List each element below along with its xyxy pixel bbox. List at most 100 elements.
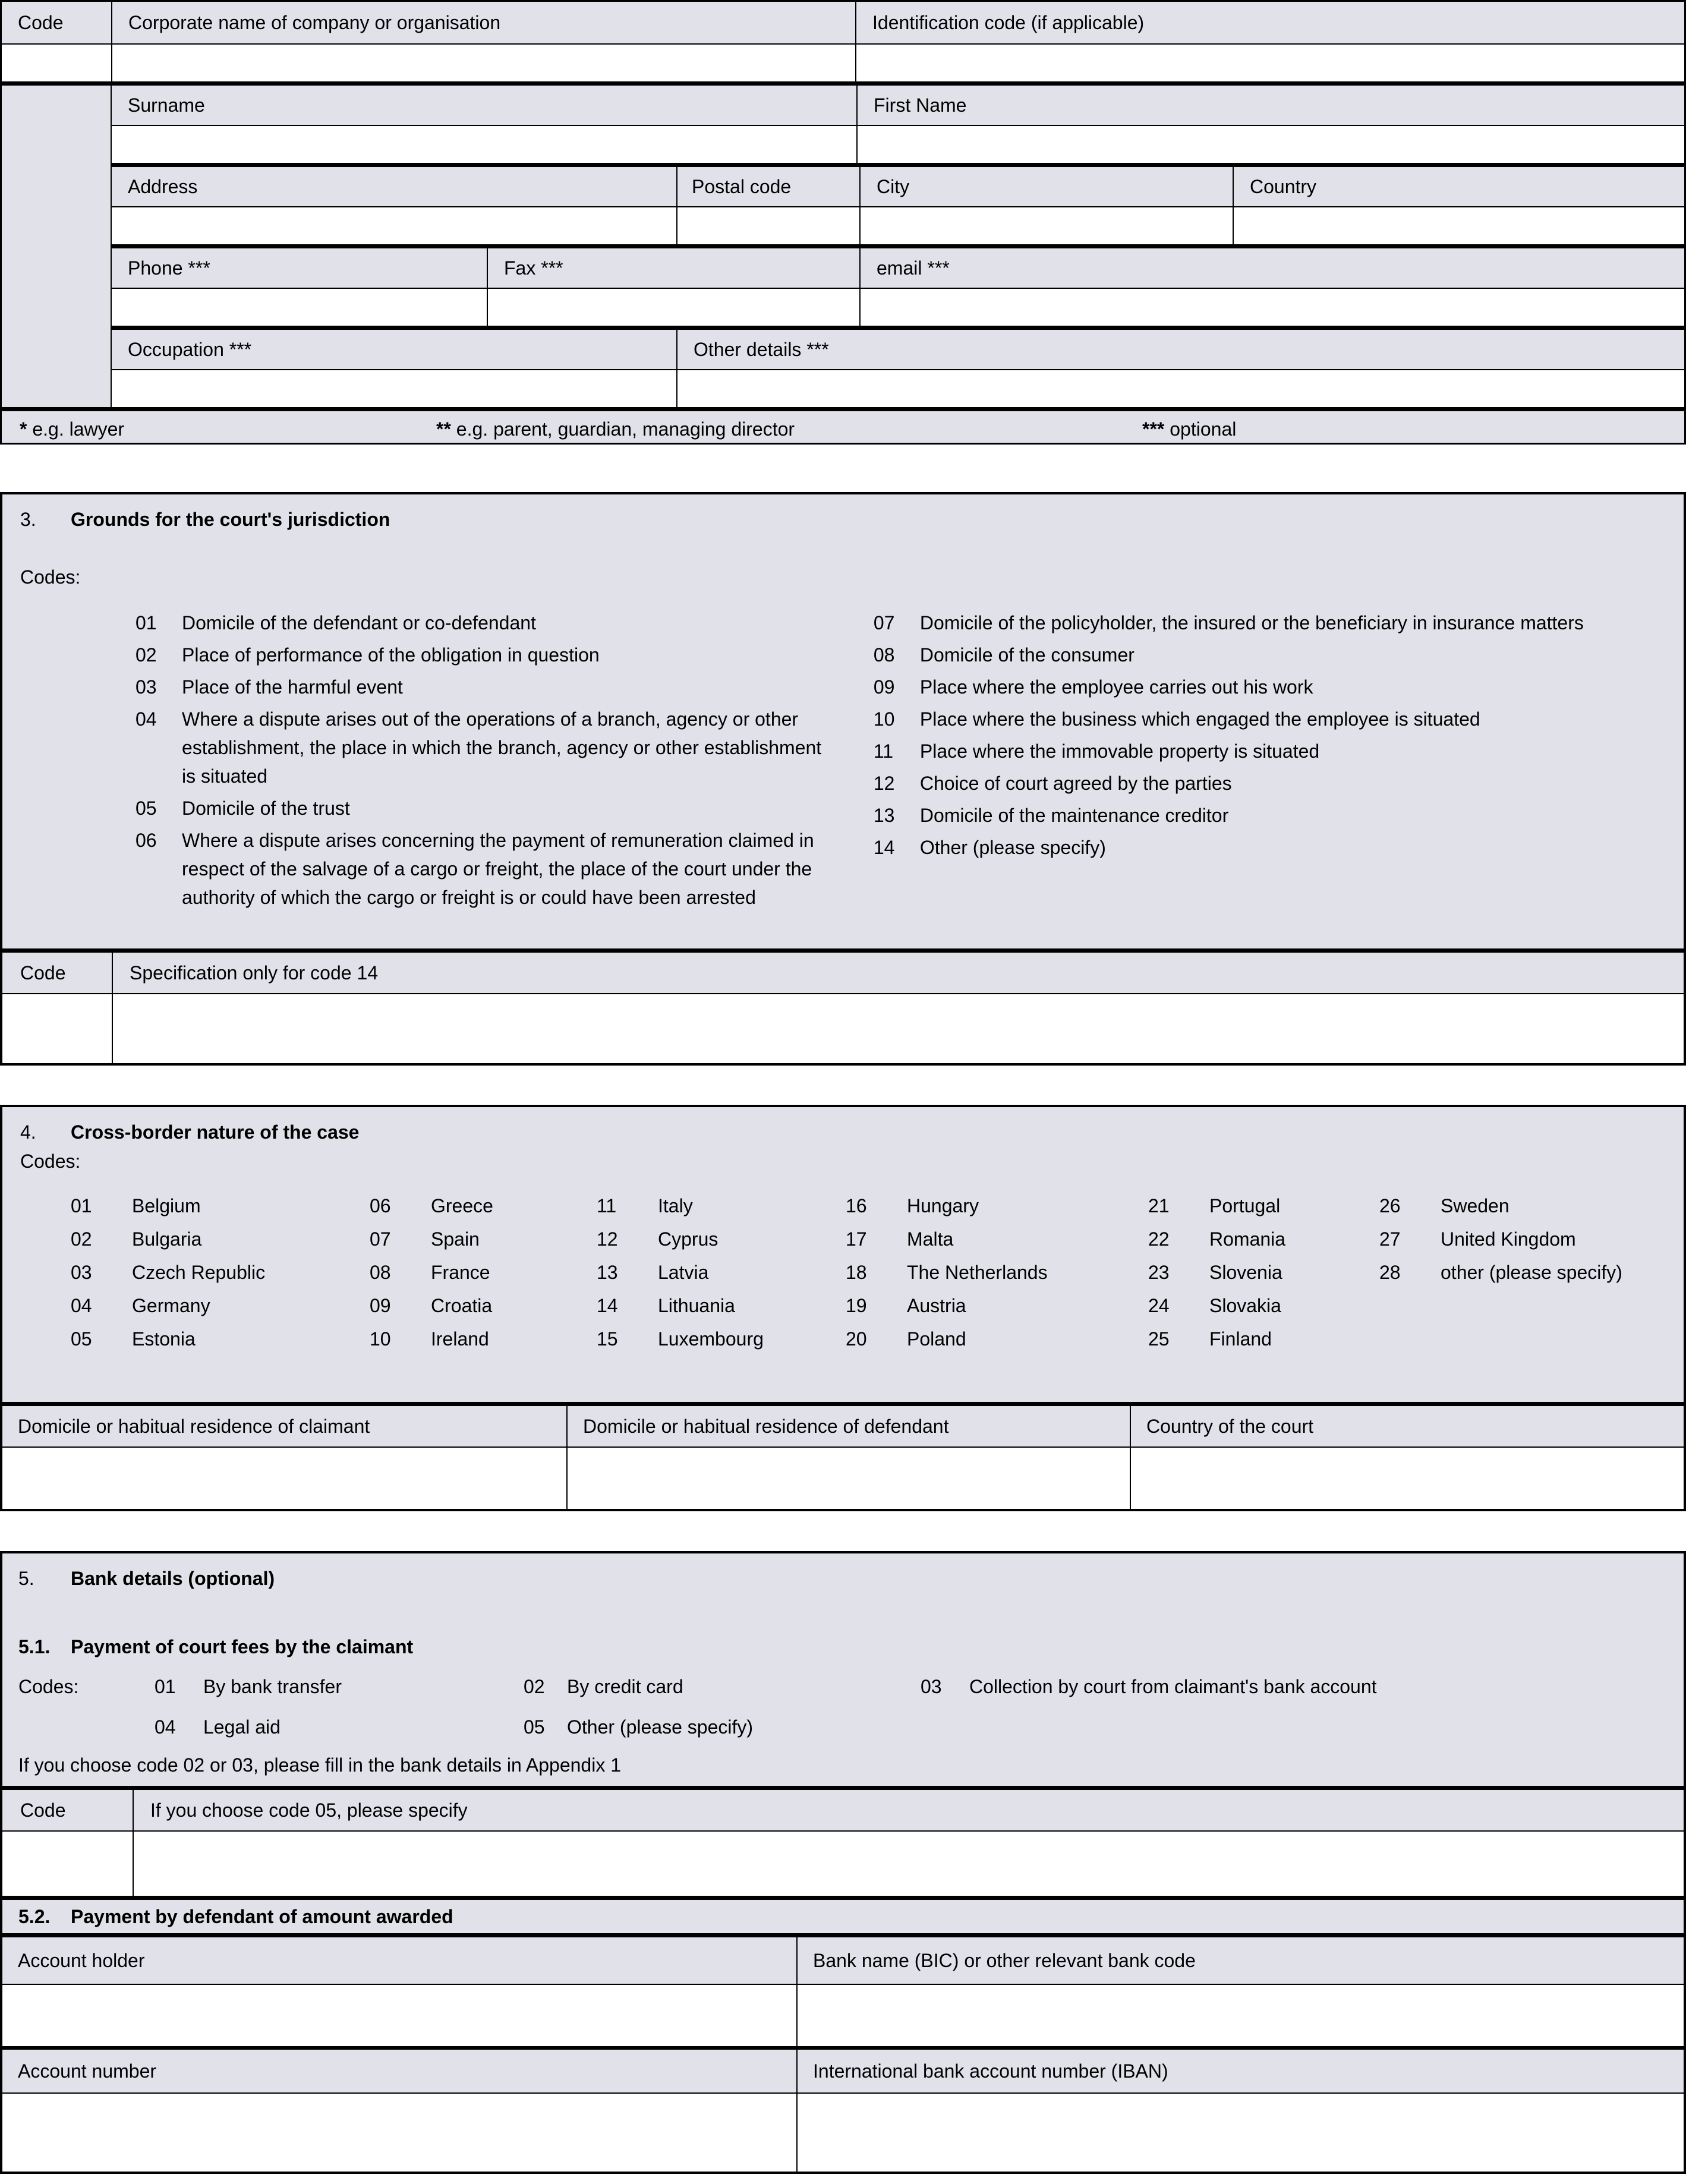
jurisdiction-code-item: 12 Choice of court agreed by the parties (873, 773, 1232, 794)
fee-payment-code-input[interactable] (2, 1832, 134, 1896)
identification-code-input[interactable] (856, 45, 1684, 81)
account-holder-input[interactable] (2, 1985, 798, 2046)
account-number-input-row (2, 2094, 1684, 2172)
jurisdiction-code-item: 04 Where a dispute arises out of the oper… (135, 708, 822, 787)
jurisdiction-codes-right: 07 Domicile of the policyholder, the insu… (874, 609, 1684, 915)
claimant-residence-label: Domicile or habitual residence of claima… (2, 1406, 568, 1446)
iban-input[interactable] (798, 2094, 1684, 2172)
jurisdiction-code-input[interactable] (2, 994, 113, 1063)
section-5-2-title: Payment by defendant of amount awarded (71, 1905, 453, 1927)
occupation-input[interactable] (112, 370, 676, 407)
account-number-label: Account number (2, 2050, 798, 2092)
jurisdiction-codes-left: 01 Domicile of the defendant or co-defend… (135, 609, 824, 915)
section-3-number: 3. (20, 509, 36, 530)
fee-code-input-row (2, 1832, 1684, 1896)
identification-code-header: Identification code (if applicable) (856, 2, 1684, 45)
country-code-grid: 01 Belgium 02 Bulgaria 03 Czech Republic 04… (2, 1189, 1684, 1359)
court-country-label: Country of the court (1146, 1415, 1314, 1437)
country-label: Country (1250, 175, 1317, 197)
country-column: 26 Sweden 27 United Kingdom 28 other (pleas… (1379, 1195, 1622, 1283)
account-number-input[interactable] (2, 2094, 798, 2172)
postal-code-label: Postal code (692, 175, 792, 197)
section-5-1-heading: 5.1. Payment of court fees by the claiman… (18, 1636, 1684, 1658)
jurisdiction-code-item: 11 Place where the immovable property is … (873, 740, 1320, 762)
bank-name-label: Bank name (BIC) or other relevant bank c… (813, 1949, 1196, 1971)
claimant-residence-input[interactable] (2, 1448, 568, 1509)
identification-code-label: Identification code (if applicable) (872, 11, 1145, 33)
jurisdiction-code-item: 08 Domicile of the consumer (873, 644, 1134, 666)
code-input[interactable] (2, 45, 111, 81)
first-name-input[interactable] (858, 126, 1684, 163)
fax-label: Fax *** (504, 257, 563, 279)
residence-input-row (2, 1448, 1684, 1509)
footnote-lawyer: * e.g. lawyer (20, 418, 125, 440)
account-number-header-row: Account number International bank accoun… (2, 2046, 1684, 2094)
surname-input[interactable] (112, 126, 856, 163)
fee-codes-label: Codes: (18, 1676, 79, 1697)
bank-name-input[interactable] (798, 1985, 1684, 2046)
fee-code05-label: If you choose code 05, please specify (150, 1799, 468, 1821)
footnote-representative: ** e.g. parent, guardian, managing direc… (436, 418, 795, 440)
section-5-heading: 5. Bank details (optional) (2, 1553, 1684, 1590)
country-column: 01 Belgium 02 Bulgaria 03 Czech Republic 04… (71, 1195, 266, 1350)
jurisdiction-code-item: 14 Other (please specify) (873, 837, 1106, 858)
fee-payment-codes-row-1: Codes: 01 By bank transfer 02 By credit … (18, 1676, 1377, 1697)
country-input[interactable] (1234, 207, 1684, 244)
identification-code-column: Identification code (if applicable) (856, 2, 1684, 81)
account-holder-input-row (2, 1985, 1684, 2046)
city-input[interactable] (861, 207, 1233, 244)
code-column: Code (2, 2, 112, 81)
fee-code-block: Code If you choose code 05, please speci… (2, 1786, 1684, 1896)
fee-code-header: Code (2, 1790, 134, 1830)
account-holder-header-row: Account holder Bank name (BIC) or other … (2, 1937, 1684, 1985)
person-details-body: Surname First Name Address Posta (2, 86, 1684, 407)
occupation-label: Occupation *** (128, 338, 252, 360)
section-4-number: 4. (20, 1121, 36, 1143)
section-3-heading: 3. Grounds for the court's jurisdiction (2, 494, 1684, 531)
code-header: Code (2, 2, 111, 45)
corporate-name-input[interactable] (112, 45, 855, 81)
other-details-label: Other details *** (694, 338, 829, 360)
email-input[interactable] (861, 289, 1684, 326)
section-5-1-number: 5.1. (18, 1636, 51, 1657)
jurisdiction-code-item: 13 Domicile of the maintenance creditor (873, 805, 1229, 826)
postal-code-input[interactable] (677, 207, 859, 244)
fee-code-header-row: Code If you choose code 05, please speci… (2, 1790, 1684, 1832)
section-5-title: Bank details (optional) (71, 1568, 275, 1589)
footnote-optional: *** optional (1142, 418, 1237, 440)
residence-block: Domicile or habitual residence of claima… (2, 1402, 1684, 1509)
section-4-codes-label: Codes: (20, 1151, 81, 1172)
residence-header-row: Domicile or habitual residence of claima… (2, 1406, 1684, 1448)
section-3-title: Grounds for the court's jurisdiction (71, 509, 390, 530)
left-spacer-column (2, 86, 112, 407)
address-input[interactable] (112, 207, 676, 244)
address-row: Address Postal code City Country (112, 167, 1684, 248)
corporate-name-label: Corporate name of company or organisatio… (128, 11, 501, 33)
court-country-input[interactable] (1131, 1448, 1684, 1509)
section-5-1-title: Payment of court fees by the claimant (71, 1636, 414, 1657)
jurisdiction-specification-input[interactable] (113, 994, 1684, 1063)
jurisdiction-code-lists: 01 Domicile of the defendant or co-defend… (2, 609, 1684, 915)
section-4-title: Cross-border nature of the case (71, 1121, 360, 1143)
phone-input[interactable] (112, 289, 487, 326)
specification-input-row (2, 994, 1684, 1063)
email-label: email *** (877, 257, 950, 279)
name-row: Surname First Name (112, 86, 1684, 167)
jurisdiction-code-item: 05 Domicile of the trust (135, 798, 350, 819)
section-5-number: 5. (18, 1568, 34, 1589)
jurisdiction-code-item: 03 Place of the harmful event (135, 676, 403, 698)
jurisdiction-code-item: 02 Place of performance of the obligation… (135, 644, 600, 666)
country-column: 21 Portugal 22 Romania 23 Slovenia 24 Slovak… (1148, 1195, 1286, 1350)
jurisdiction-specification-block: Code Specification only for code 14 (2, 948, 1684, 1063)
section-5-bank-details: 5. Bank details (optional) 5.1. Payment of… (0, 1551, 1686, 2174)
other-details-input[interactable] (677, 370, 1684, 407)
first-name-label: First Name (874, 94, 967, 116)
fax-input[interactable] (488, 289, 859, 326)
fee-payment-specify-input[interactable] (134, 1832, 1684, 1896)
code-label: Code (18, 11, 64, 33)
section-4-heading: 4. Cross-border nature of the case (2, 1107, 1684, 1143)
defendant-residence-input[interactable] (568, 1448, 1131, 1509)
section-3-jurisdiction: 3. Grounds for the court's jurisdiction C… (0, 492, 1686, 1066)
defendant-residence-label: Domicile or habitual residence of defend… (568, 1406, 1131, 1446)
